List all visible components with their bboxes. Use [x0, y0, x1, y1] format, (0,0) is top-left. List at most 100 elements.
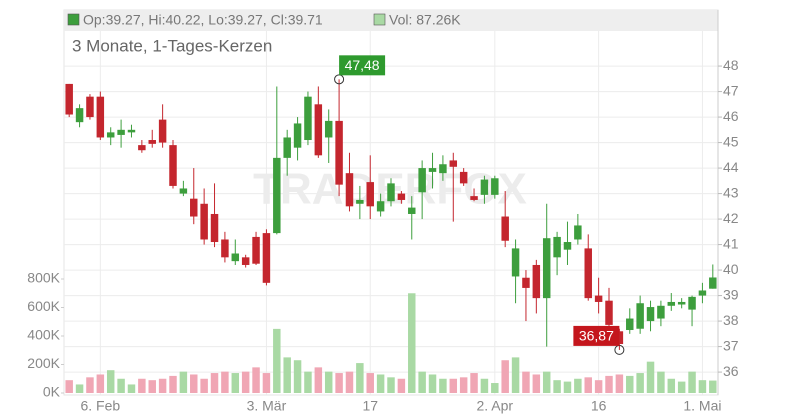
candle-body [511, 248, 520, 277]
y2-tick-label: 400K [27, 327, 60, 343]
candle-body [127, 129, 136, 133]
candle-body [366, 182, 374, 207]
candle-body [138, 145, 146, 151]
candle-body [397, 193, 406, 200]
candle-body [688, 296, 696, 310]
volume-bar [553, 380, 561, 393]
candle-body [657, 305, 665, 319]
x-tick-label: 6. Feb [80, 398, 120, 414]
legend-swatch [67, 13, 80, 26]
candle-body [698, 290, 707, 296]
y-tick-label: 41 [723, 235, 739, 251]
y-tick-label: 40 [723, 261, 739, 277]
candle-body [335, 120, 343, 185]
volume-bar [335, 373, 343, 393]
annotation-box [573, 325, 620, 346]
y-tick-label: 39 [723, 286, 739, 302]
candle-body [75, 108, 84, 123]
volume-bar [75, 384, 84, 393]
candle-body [117, 129, 125, 135]
candle-body [449, 160, 458, 167]
volume-bar [387, 377, 395, 393]
volume-bar [636, 373, 644, 393]
legend-swatch [373, 13, 386, 26]
volume-bar [231, 373, 240, 393]
candle-body [190, 198, 198, 217]
volume-bar [86, 377, 94, 393]
volume-bar [366, 373, 374, 393]
volume-bar [709, 380, 717, 393]
volume-bar [688, 371, 696, 393]
candle-body [532, 264, 541, 299]
volume-bar [428, 374, 437, 393]
candle-body [283, 137, 291, 158]
header-bar [64, 10, 718, 31]
volume-bar [169, 375, 177, 393]
subtitle: 3 Monate, 1-Tages-Kerzen [72, 36, 272, 55]
candle-body [667, 301, 676, 306]
volume-bar [418, 371, 426, 393]
x-tick-label: 2. Apr [477, 398, 514, 414]
candle-body [677, 301, 686, 305]
candle-body [459, 171, 468, 184]
volume-bar [241, 371, 250, 393]
legend-label: Vol: 87.26K [389, 12, 461, 28]
volume-bar [210, 373, 219, 393]
volume-bar [698, 380, 707, 393]
volume-bar [408, 293, 416, 393]
volume-bar [138, 378, 146, 393]
volume-bar [480, 378, 489, 393]
volume-bar [491, 383, 499, 393]
x-tick-label: 16 [591, 398, 607, 414]
volume-bar [190, 374, 198, 393]
volume-bar [677, 381, 686, 393]
volume-bar [667, 378, 676, 393]
volume-bar [221, 371, 229, 393]
volume-bar [293, 360, 302, 393]
candle-body [304, 96, 312, 141]
volume-bar [626, 375, 634, 393]
y2-tick-label: 200K [27, 355, 60, 371]
volume-bar [605, 375, 613, 393]
volume-bar [324, 371, 333, 393]
volume-bar [179, 371, 188, 393]
volume-bar [594, 380, 603, 393]
y2-tick-label: 600K [27, 298, 60, 314]
candle-body [387, 183, 395, 202]
candle-body [522, 277, 530, 288]
candle-body [221, 239, 229, 258]
candle-body [324, 120, 333, 138]
y-tick-label: 45 [723, 133, 739, 149]
volume-bar [96, 374, 105, 393]
y-tick-label: 44 [723, 159, 739, 175]
volume-bar [397, 378, 406, 393]
candle-body [200, 203, 208, 240]
candle-body [594, 295, 603, 302]
candle-body [563, 242, 572, 250]
annotation-label: 36,87 [579, 328, 614, 344]
candle-body [86, 96, 94, 118]
candle-body [584, 248, 592, 299]
volume-bar [563, 381, 572, 393]
annotation-box [339, 55, 386, 76]
candle-body [158, 119, 167, 143]
candle-body [262, 233, 271, 283]
volume-bar [657, 371, 665, 393]
candle-body [553, 236, 561, 258]
y-tick-label: 37 [723, 337, 739, 353]
x-tick-label: 17 [362, 398, 378, 414]
candle-body [418, 168, 426, 193]
y-tick-label: 38 [723, 312, 739, 328]
volume-bar [283, 357, 291, 393]
candle-body [636, 303, 644, 329]
volume-bar [106, 370, 115, 393]
y-tick-label: 47 [723, 82, 739, 98]
candle-body [293, 123, 302, 148]
candle-body [241, 257, 250, 265]
volume-bar [273, 328, 281, 393]
x-tick-label: 3. Mär [247, 398, 287, 414]
volume-bar [345, 371, 354, 393]
volume-bar [501, 360, 509, 393]
candle-body [709, 277, 717, 289]
